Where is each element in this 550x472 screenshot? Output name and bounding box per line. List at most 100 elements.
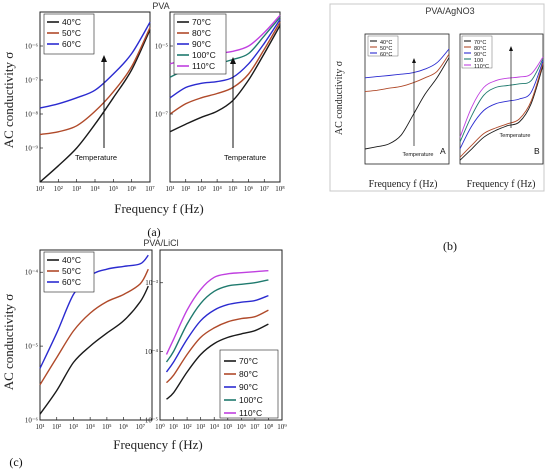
temperature-label: Temperature xyxy=(224,153,266,162)
y-tick-label: 10⁻⁵ xyxy=(145,417,159,425)
series-line xyxy=(364,48,450,79)
panel-b-right-frame xyxy=(459,33,544,165)
series-line xyxy=(165,279,269,363)
legend-box xyxy=(43,251,95,293)
legend-entry: 90°C xyxy=(192,39,211,49)
panel-b-left: 40°C50°C60°C Temperature A xyxy=(364,33,450,165)
legend-entry: 110°C xyxy=(192,61,215,71)
x-tick-label: 10² xyxy=(181,185,190,193)
x-tick-label: 10⁷ xyxy=(145,185,155,193)
legend-entry: 50°C xyxy=(62,28,81,38)
arrow-head-icon xyxy=(509,46,513,51)
panel-c-left: 10¹ 10² 10³ 10⁴ 10⁵ 10⁶ 10⁷ 10⁻⁶ 10⁻⁵ 10⁻⁴ 40°C5… xyxy=(25,249,153,431)
figure-c-title: PVA/LiCl xyxy=(143,238,178,248)
y-tick-label: 10⁻⁷ xyxy=(25,77,39,85)
x-tick-label: 10⁰ xyxy=(155,423,165,431)
legend-entry: 110°C xyxy=(239,408,262,418)
y-tick-label: 10⁻⁵ xyxy=(155,43,169,51)
x-tick-label: 10⁵ xyxy=(109,185,119,193)
panel-c-left-frame xyxy=(39,249,153,421)
series-line xyxy=(459,60,544,150)
y-tick-label: 10⁻⁶ xyxy=(25,43,39,51)
x-tick-label: 10⁵ xyxy=(223,423,233,431)
series-line xyxy=(459,56,544,138)
figure-b-ylabel: AC conductivity σ xyxy=(334,60,345,135)
legend-entry: 100°C xyxy=(192,50,216,60)
legend-entry: 90°C xyxy=(474,52,486,58)
legend-entry: 70°C xyxy=(239,356,258,366)
legend-entry: 60°C xyxy=(62,39,81,49)
legend-entry: 50°C xyxy=(62,266,81,276)
temperature-label: Temperature xyxy=(403,152,434,158)
figure-a-xlabel: Frequency f (Hz) xyxy=(114,201,204,216)
panel-c-right-frame xyxy=(159,249,283,421)
y-tick-label: 10⁻⁸ xyxy=(25,111,39,119)
x-tick-label: 10⁷ xyxy=(250,423,260,431)
series-line xyxy=(166,323,269,400)
legend-entry: 70°C xyxy=(192,17,211,27)
y-tick-label: 10⁻⁴ xyxy=(25,269,39,277)
x-tick-label: 10² xyxy=(183,423,192,431)
x-tick-label: 10⁷ xyxy=(260,185,270,193)
x-tick-label: 10¹ xyxy=(165,185,174,193)
arrow-head-icon xyxy=(101,55,107,62)
legend-entry: 80°C xyxy=(239,369,258,379)
legend-entry: 80°C xyxy=(474,46,486,52)
series-line xyxy=(39,21,151,109)
x-tick-label: 10⁴ xyxy=(90,185,100,193)
x-tick-label: 10⁷ xyxy=(136,423,146,431)
panel-letter-A: A xyxy=(440,146,446,156)
x-tick-label: 10⁴ xyxy=(209,423,219,431)
legend-entry: 40°C xyxy=(380,40,392,46)
panel-a-left: 10¹ 10² 10³ 10⁴ 10⁵ 10⁶ 10⁷ 10⁻⁹ 10⁻⁸ 10⁻⁷ 10⁻⁶ 4… xyxy=(25,11,155,193)
series-line xyxy=(39,268,149,386)
x-tick-label: 10⁵ xyxy=(102,423,112,431)
x-tick-label: 10⁶ xyxy=(127,185,137,193)
x-tick-label: 10⁸ xyxy=(264,423,274,431)
y-tick-label: 10⁻⁵ xyxy=(25,343,39,351)
arrow-head-icon xyxy=(412,58,416,63)
legend-entry: 80°C xyxy=(192,28,211,38)
y-tick-label: 10⁻³ xyxy=(145,279,158,287)
series-line xyxy=(169,25,281,133)
series-line xyxy=(39,285,149,415)
x-tick-label: 10⁵ xyxy=(228,185,238,193)
figure-b-xlabel: Frequency f (Hz) xyxy=(369,179,438,190)
x-tick-label: 10³ xyxy=(196,423,205,431)
x-tick-label: 10⁹ xyxy=(277,423,287,431)
series-line xyxy=(364,53,450,92)
legend-entry: 100 xyxy=(474,58,483,64)
legend-entry: 110°C xyxy=(474,64,489,70)
legend-entry: 70°C xyxy=(474,40,486,46)
series-line xyxy=(39,254,149,369)
x-tick-label: 10⁴ xyxy=(212,185,222,193)
figure-c-ylabel: AC conductivity σ xyxy=(1,294,16,391)
figure-b-border xyxy=(329,3,545,192)
series-line xyxy=(459,58,544,143)
series-line xyxy=(364,57,450,150)
x-tick-label: 10⁶ xyxy=(244,185,254,193)
figure-a-title: PVA xyxy=(152,1,169,11)
legend-entry: 60°C xyxy=(380,52,392,58)
y-tick-label: 10⁻⁴ xyxy=(145,348,159,356)
series-line xyxy=(165,309,269,384)
series-line xyxy=(169,21,281,115)
series-line xyxy=(39,27,151,136)
figure-a-caption: (a) xyxy=(147,225,160,239)
series-line xyxy=(459,62,544,158)
legend-entry: 60°C xyxy=(62,277,81,287)
x-tick-label: 10³ xyxy=(72,185,81,193)
figure-b-xlabel: Frequency f (Hz) xyxy=(467,179,536,190)
legend-entry: 90°C xyxy=(239,382,258,392)
x-tick-label: 10² xyxy=(54,185,63,193)
x-tick-label: 10⁶ xyxy=(119,423,129,431)
series-line xyxy=(39,29,151,183)
series-line xyxy=(169,19,281,99)
series-line xyxy=(165,294,269,373)
figure-a-ylabel: AC conductivity σ xyxy=(1,52,16,149)
figure-b-caption: (b) xyxy=(443,239,457,253)
panel-c-right: 10⁰ 10¹ 10² 10³ 10⁴ 10⁵ 10⁶ 10⁷ 10⁸ 10⁹ 10⁻⁵ 10⁻⁴ 1… xyxy=(145,249,287,431)
y-tick-label: 10⁻⁶ xyxy=(25,417,39,425)
x-tick-label: 10¹ xyxy=(35,423,44,431)
